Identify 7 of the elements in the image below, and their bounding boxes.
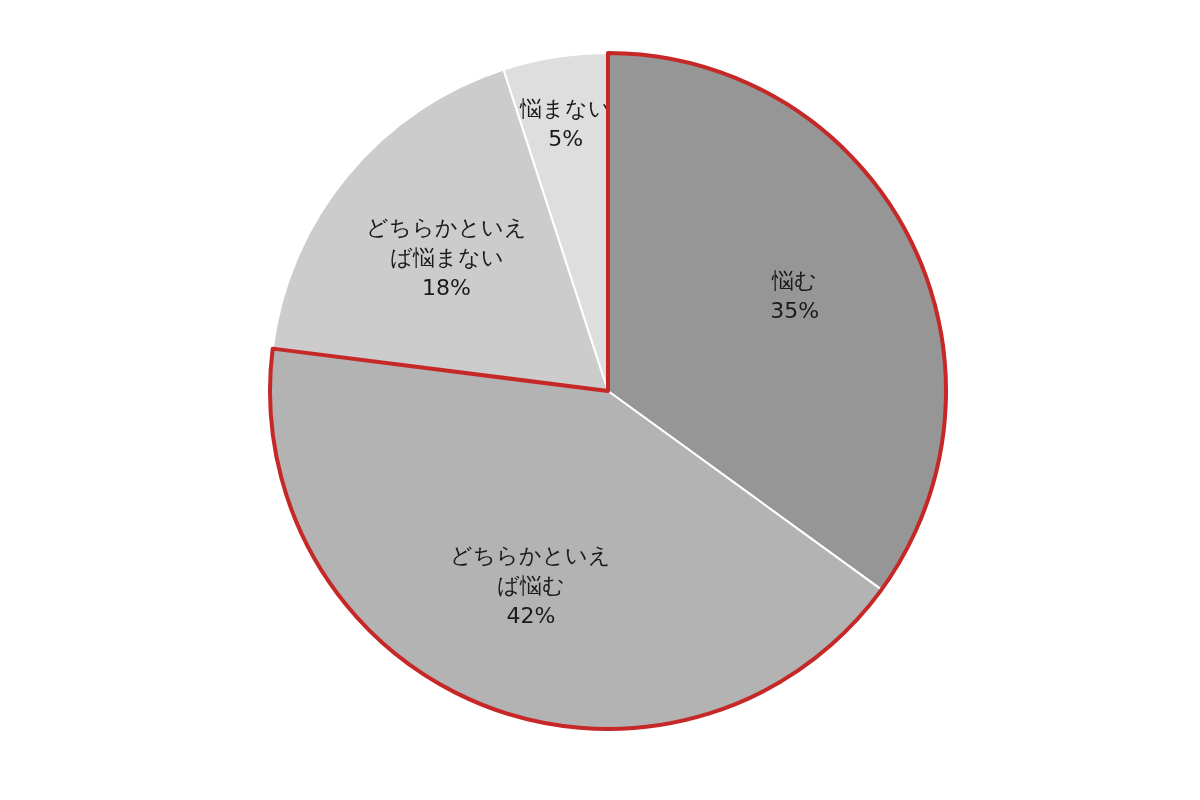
data-label: 5% [548, 126, 584, 152]
slice-label: どちらかといえば悩む [450, 543, 612, 599]
data-label: 42% [506, 603, 556, 629]
data-label: 18% [422, 274, 471, 300]
slice-label: どちらかといえば悩まない [366, 214, 528, 270]
data-label: 35% [770, 298, 820, 324]
slice-label: 悩む [771, 268, 818, 294]
